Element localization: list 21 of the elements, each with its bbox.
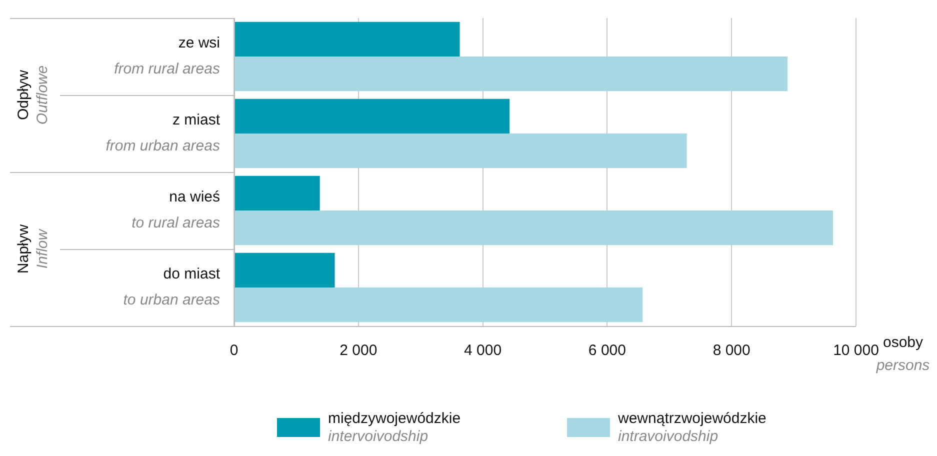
bar: [234, 22, 460, 56]
bar: [234, 252, 335, 288]
x-tick-label: 8 000: [712, 342, 750, 360]
x-tick-label: 6 000: [588, 342, 626, 360]
text: Napływ Inflow: [15, 224, 52, 274]
bar: [234, 134, 687, 168]
x-tick-label: 2 000: [340, 342, 378, 360]
y-tick-label: ze wsi from rural areas: [114, 34, 220, 78]
x-tick-label: 0: [230, 342, 238, 360]
bar: [234, 210, 833, 246]
y-tick-label: do miast to urban areas: [123, 266, 221, 309]
legend-label: międzywojewódzkie intervoivodship: [328, 410, 461, 446]
y-tick-label: na wieś to rural areas: [132, 188, 220, 232]
bar: [234, 288, 643, 322]
x-tick-label: 4 000: [464, 342, 502, 360]
bar: [234, 98, 510, 134]
y-tick-label: z miast from urban areas: [106, 112, 221, 155]
text: Odpływ Outflowe: [15, 65, 52, 125]
bar: [234, 176, 320, 210]
legend-label: wewnątrzwojewódzkie intravoivodship: [618, 410, 766, 446]
bar: [234, 56, 788, 92]
